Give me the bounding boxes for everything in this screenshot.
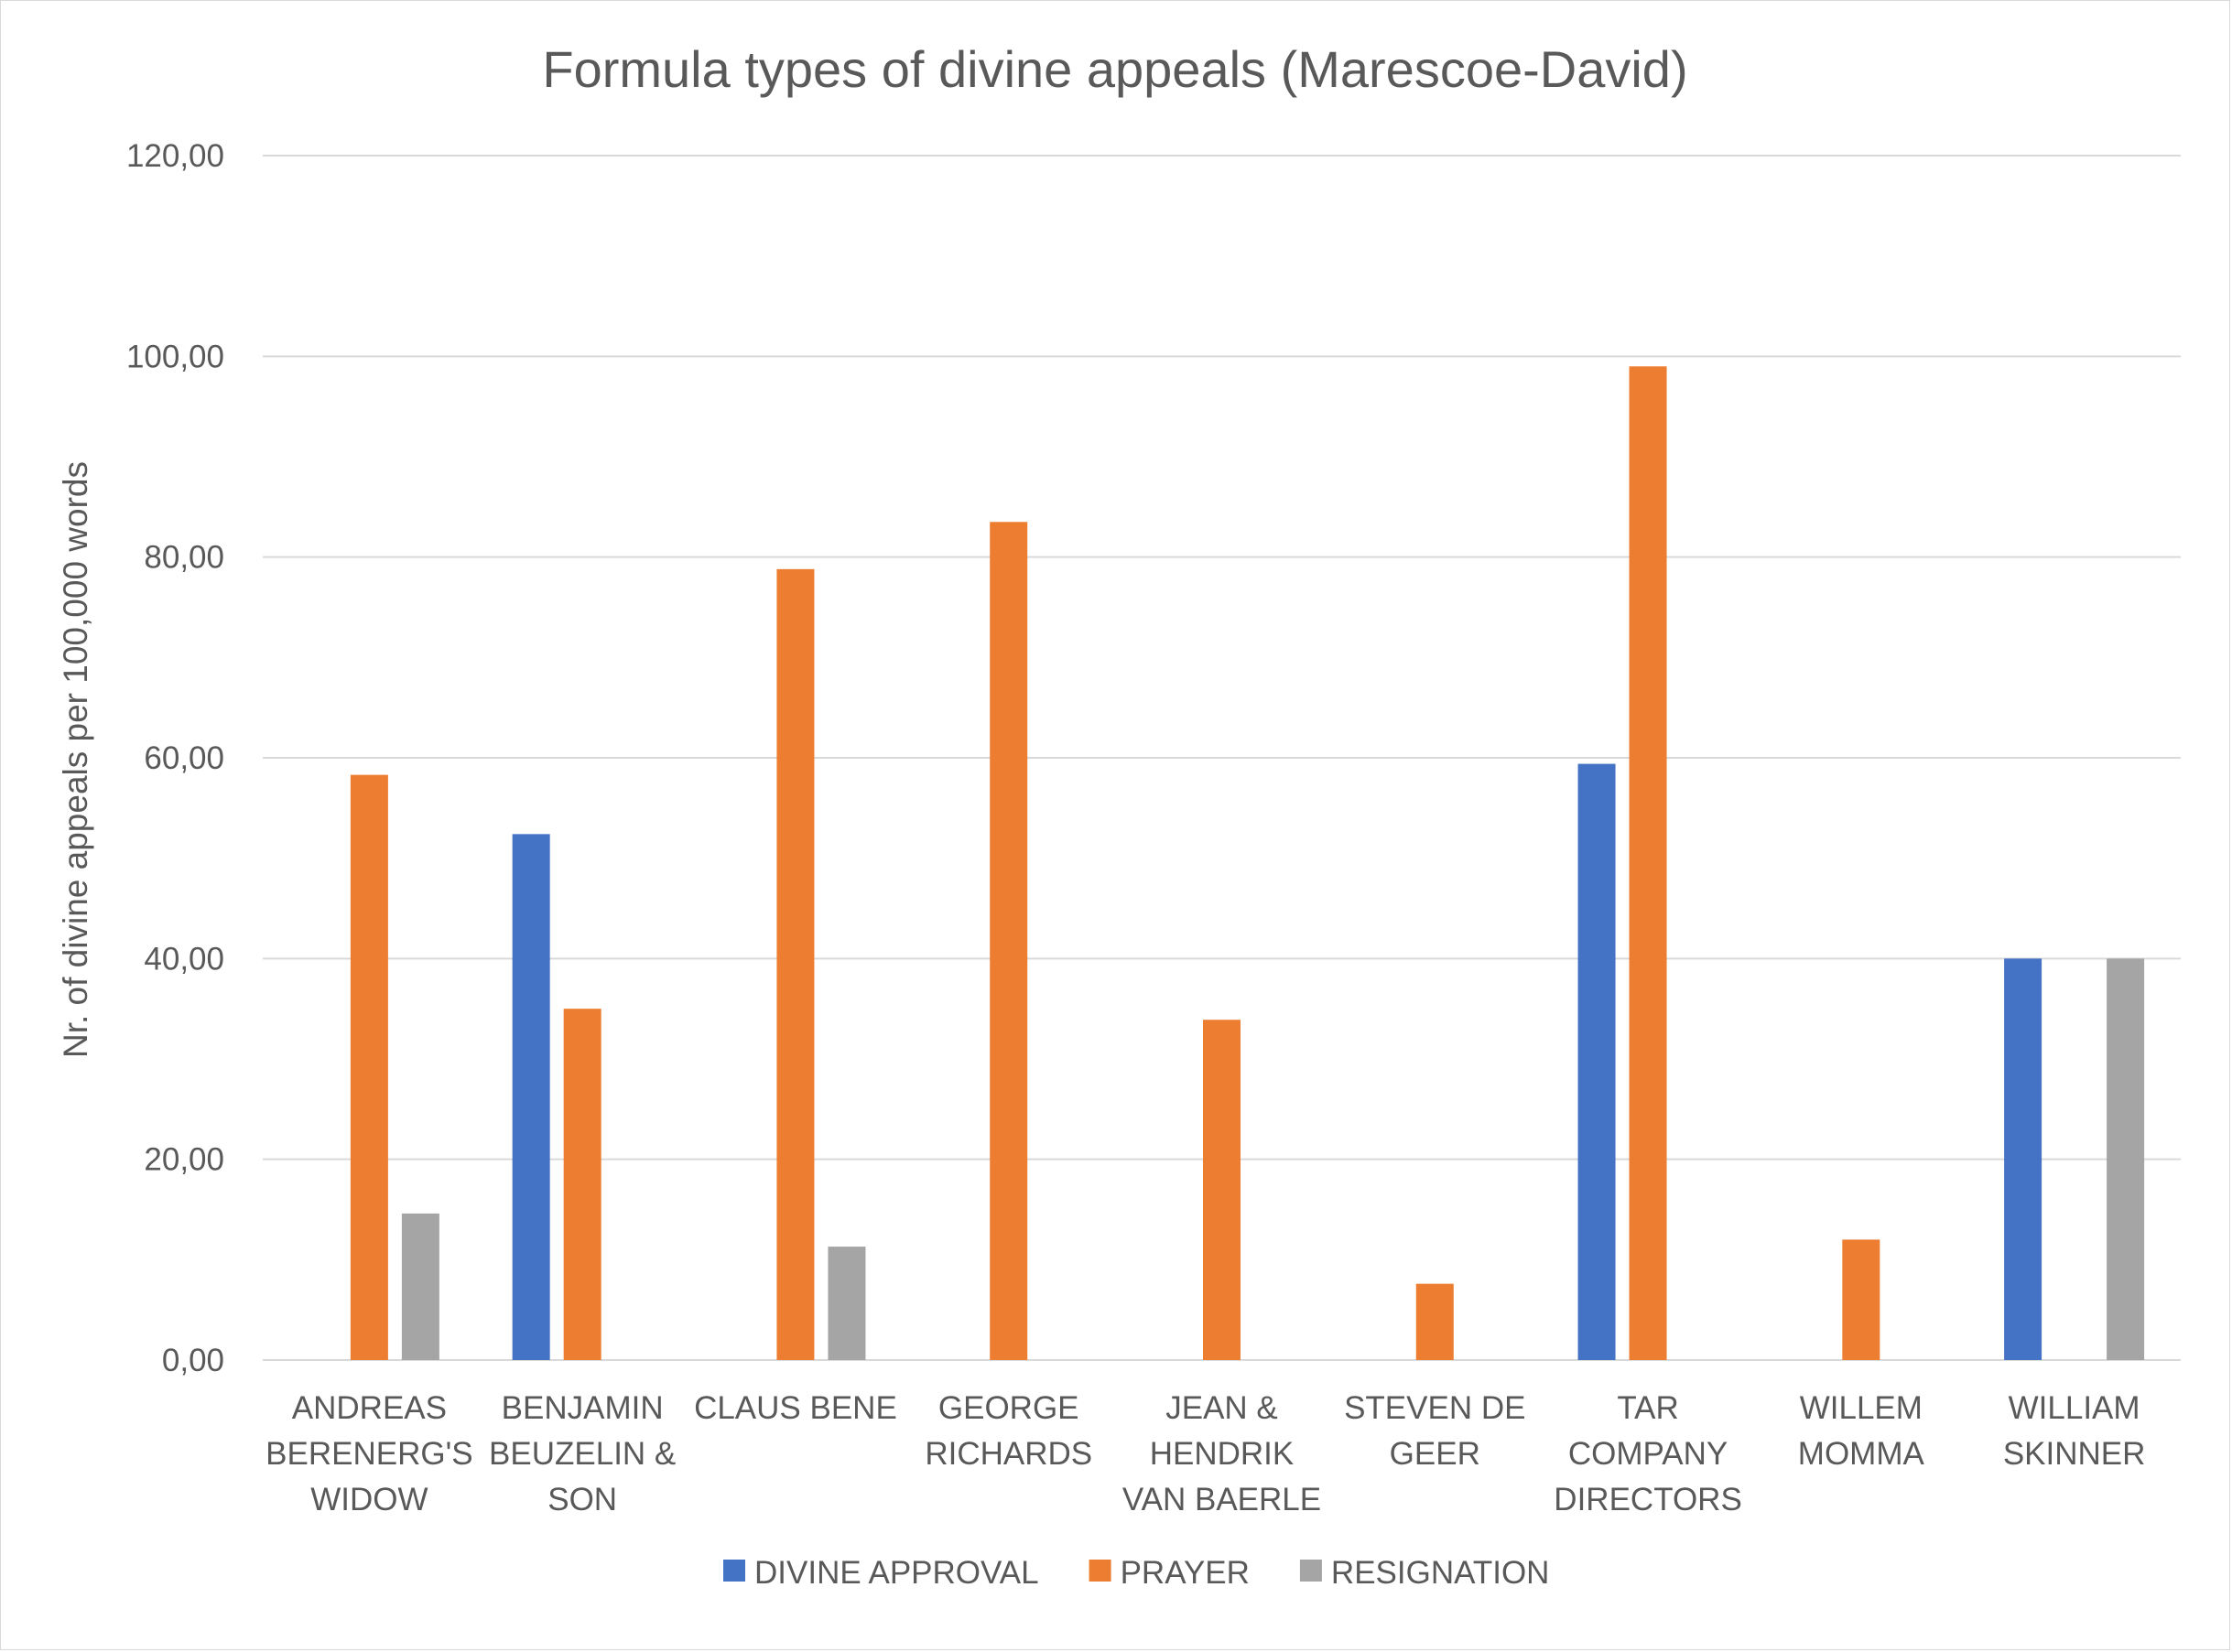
bar — [2004, 958, 2042, 1360]
bar — [776, 568, 815, 1360]
y-tick-label: 60,00 — [144, 740, 224, 776]
bar — [401, 1213, 439, 1360]
bar — [990, 522, 1028, 1360]
legend-swatch — [723, 1560, 745, 1582]
legend-swatch — [1089, 1560, 1111, 1582]
y-tick-label: 20,00 — [144, 1142, 224, 1178]
category-label: CLAUS BENE — [694, 1390, 897, 1426]
bar — [512, 834, 550, 1360]
y-tick-label: 80,00 — [144, 540, 224, 576]
bar — [2107, 958, 2145, 1360]
category-label: STEVEN DE GEER — [1344, 1390, 1525, 1472]
category-label: ANDREAS BERENERG'S WIDOW — [265, 1390, 472, 1517]
y-tick-label: 120,00 — [126, 138, 224, 174]
y-axis-label: Nr. of divine appeals per 100,000 words — [57, 461, 94, 1058]
legend-label: PRAYER — [1121, 1555, 1250, 1591]
bar — [1415, 1283, 1454, 1360]
category-label: JEAN & HENDRIK VAN BAERLE — [1122, 1390, 1321, 1517]
bar — [1203, 1020, 1241, 1360]
category-label: WILLEM MOMMA — [1798, 1390, 1925, 1472]
bars — [350, 366, 2145, 1360]
chart-title: Formula types of divine appeals (Maresco… — [542, 40, 1687, 98]
bar — [350, 774, 388, 1360]
category-label: GEORGE RICHARDS — [925, 1390, 1092, 1472]
bar — [828, 1247, 866, 1360]
bar — [563, 1009, 601, 1360]
legend-label: RESIGNATION — [1331, 1555, 1550, 1591]
bar — [1842, 1239, 1880, 1360]
category-label: WILLIAM SKINNER — [2003, 1390, 2146, 1472]
legend-label: DIVINE APPROVAL — [754, 1555, 1039, 1591]
legend: DIVINE APPROVAL PRAYER RESIGNATION — [723, 1555, 1549, 1591]
bar — [1577, 763, 1616, 1360]
y-tick-label: 100,00 — [126, 339, 224, 374]
y-tick-label: 0,00 — [162, 1343, 224, 1378]
y-tick-label: 40,00 — [144, 941, 224, 977]
category-label: BENJAMIN BEUZELIN & SON — [489, 1390, 676, 1517]
y-axis-ticks: 0,00 20,00 40,00 60,00 80,00 100,00 120,00 — [126, 138, 224, 1378]
category-label: TAR COMPANY DIRECTORS — [1554, 1390, 1742, 1517]
bar — [1629, 366, 1667, 1360]
legend-swatch — [1299, 1560, 1322, 1582]
